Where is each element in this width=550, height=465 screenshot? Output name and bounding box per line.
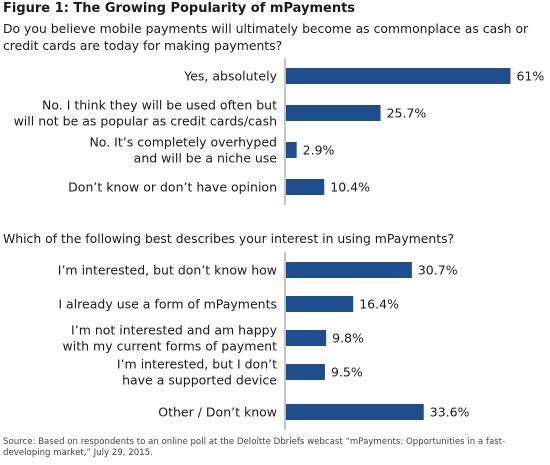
chart-2-category-label-0: I’m interested, but don’t know how	[58, 263, 277, 278]
chart-1-category-label-0: Yes, absolutely	[183, 69, 277, 84]
chart-2: 30.7% I’m interested, but don’t know how 1…	[0, 250, 550, 440]
chart-2-value-label-1: 16.4%	[359, 297, 399, 312]
chart-2-svg: 30.7% I’m interested, but don’t know how 1…	[58, 252, 470, 430]
chart-1-value-label-2: 2.9%	[303, 143, 335, 158]
chart-1-bar-3	[286, 179, 325, 195]
chart-2-category-label-1: I already use a form of mPayments	[58, 297, 277, 312]
chart-1-category-label-2: No. It’s completely overhyped and will be…	[89, 135, 277, 166]
source-note: Source: Based on respondents to an onlin…	[3, 437, 506, 458]
chart-1-bar-2	[286, 142, 297, 158]
question-2-title: Which of the following best describes yo…	[3, 231, 455, 246]
chart-2-bar-3	[286, 364, 325, 380]
chart-2-value-label-3: 9.5%	[331, 365, 363, 380]
chart-1-category-label-1: No. I think they will be used often but w…	[14, 98, 278, 129]
chart-1-category-label-3: Don’t know or don’t have opinion	[68, 180, 277, 195]
chart-2-value-label-2: 9.8%	[332, 331, 364, 346]
chart-1-bar-1	[286, 105, 381, 121]
question-1-title: Do you believe mobile payments will ulti…	[3, 21, 529, 53]
figure-title: Figure 1: The Growing Popularity of mPay…	[3, 1, 356, 16]
chart-2-category-label-3: I’m interested, but I don’t have a suppor…	[117, 357, 277, 388]
chart-2-bar-4	[286, 404, 424, 420]
chart-1-value-label-1: 25.7%	[387, 106, 427, 121]
chart-2-category-label-2: I’m not interested and am happy with my c…	[63, 323, 278, 354]
chart-2-bar-2	[286, 330, 327, 346]
chart-2-value-label-4: 33.6%	[430, 405, 470, 420]
chart-1-svg: 61% Yes, absolutely 25.7% No. I think they …	[14, 58, 544, 205]
chart-1-value-label-0: 61%	[516, 69, 544, 84]
chart-2-value-label-0: 30.7%	[418, 263, 458, 278]
chart-1-bar-0	[286, 68, 511, 84]
chart-1-value-label-3: 10.4%	[330, 180, 370, 195]
chart-1: 61% Yes, absolutely 25.7% No. I think they …	[0, 55, 550, 215]
chart-2-bar-0	[286, 262, 412, 278]
chart-2-bar-1	[286, 296, 354, 312]
chart-2-category-label-4: Other / Don’t know	[158, 405, 277, 420]
